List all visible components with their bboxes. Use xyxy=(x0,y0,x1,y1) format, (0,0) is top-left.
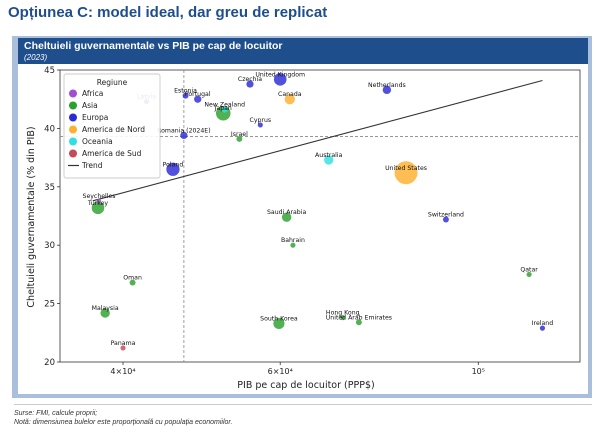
x-tick-label: 6×10⁴ xyxy=(268,367,293,376)
x-tick-label: 4×10⁴ xyxy=(110,367,135,376)
bubble-new-zealand xyxy=(221,106,228,113)
bubble-israel xyxy=(236,135,243,142)
legend-marker xyxy=(69,149,77,158)
legend-entry: Europa xyxy=(82,113,108,122)
chart-subtitle: (2023) xyxy=(24,53,48,62)
point-label: Turkey xyxy=(87,200,108,207)
point-label: Estonia xyxy=(174,88,197,95)
bubble-united-arab-emirates xyxy=(355,319,362,326)
bubble-bahrain xyxy=(290,242,296,248)
legend-entry: Trend xyxy=(81,161,103,170)
legend-marker xyxy=(69,137,77,146)
legend-marker xyxy=(69,125,77,134)
point-label: New Zealand xyxy=(204,102,245,109)
footer-source: Surse: FMI, calcule proprii; xyxy=(14,410,98,417)
point-label: Saudi Arabia xyxy=(267,209,306,216)
point-label: Seychelles xyxy=(83,193,116,200)
y-tick-label: 25 xyxy=(44,300,55,310)
point-label: United Kingdom xyxy=(255,71,305,78)
bubble-south-korea xyxy=(273,317,285,330)
legend-entry: America de Sud xyxy=(82,149,142,158)
bubble-czechia xyxy=(246,80,254,88)
y-axis-label: Cheltuieli guvernamentale (% din PIB) xyxy=(26,126,37,307)
point-label: Czechia xyxy=(238,76,262,83)
point-label: Poland xyxy=(163,161,184,168)
point-label: United States xyxy=(385,165,427,172)
page-title: Opțiunea C: model ideal, dar greu de rep… xyxy=(8,4,328,21)
point-label: Qatar xyxy=(520,266,538,273)
legend-title: Regiune xyxy=(97,78,128,87)
bubble-qatar xyxy=(526,271,532,277)
bubble-portugal xyxy=(194,95,202,103)
bubble-saudi-arabia xyxy=(281,212,292,222)
point-label: Cyprus xyxy=(250,117,272,124)
bubble-oman xyxy=(129,279,136,286)
bubble-united-states xyxy=(394,161,418,185)
bubble-netherlands xyxy=(382,85,392,95)
point-label: Bahrain xyxy=(281,237,305,244)
point-label: Canada xyxy=(278,91,302,98)
y-tick-label: 20 xyxy=(44,358,55,368)
bubble-canada xyxy=(284,94,295,105)
point-label: Ireland xyxy=(532,320,553,327)
bubble-estonia xyxy=(182,92,189,99)
bubble-united-kingdom xyxy=(273,73,287,86)
point-label: Portugal xyxy=(185,91,211,98)
legend-box xyxy=(63,73,161,179)
chart-title: Cheltuieli guvernamentale vs PIB pe cap … xyxy=(24,40,283,52)
y-tick-label: 30 xyxy=(44,241,55,251)
footer-divider xyxy=(14,404,592,405)
bubble-hong-kong xyxy=(340,315,346,321)
bubble-panama xyxy=(120,345,126,351)
bubble-turkey xyxy=(91,201,105,215)
point-label: Oman xyxy=(123,275,142,282)
point-label: Romania (2024E) xyxy=(157,127,211,134)
point-label: Australia xyxy=(315,152,343,159)
legend-entry: Africa xyxy=(82,89,103,98)
bubble-romania-2024e xyxy=(180,131,188,140)
bubble-seychelles xyxy=(96,198,102,203)
bubble-australia xyxy=(324,155,334,165)
y-tick-label: 35 xyxy=(44,183,55,193)
legend-entry: America de Nord xyxy=(82,125,145,134)
legend-entry: Asia xyxy=(82,101,98,110)
trend-line xyxy=(92,79,543,202)
x-tick-label: 10⁵ xyxy=(472,367,485,376)
bubble-cyprus xyxy=(257,122,263,128)
chart-title-banner xyxy=(18,38,588,64)
legend-entry: Oceania xyxy=(82,137,113,146)
point-label: Netherlands xyxy=(368,82,406,89)
point-label: Malaysia xyxy=(92,305,119,312)
point-label: Japan xyxy=(214,105,232,112)
bubble-ireland xyxy=(539,325,546,331)
legend-marker xyxy=(69,89,77,98)
footer-note: Notă: dimensiunea bulelor este proporțio… xyxy=(14,419,233,426)
point-label: South Korea xyxy=(260,315,298,322)
bubble-switzerland xyxy=(442,216,449,223)
footer-notes: Surse: FMI, calcule proprii; Notă: dimen… xyxy=(14,409,232,427)
legend-marker xyxy=(69,101,77,110)
bubble-poland xyxy=(166,162,180,176)
point-label: Switzerland xyxy=(428,212,464,219)
point-label: Panama xyxy=(111,340,136,347)
y-tick-label: 40 xyxy=(44,124,55,134)
legend-marker xyxy=(69,113,77,122)
point-label: United Arab Emirates xyxy=(326,314,392,321)
x-axis-label: PIB pe cap de locuitor (PPP$) xyxy=(237,380,374,391)
point-label: Israel xyxy=(231,131,248,138)
point-label: Hong Kong xyxy=(326,310,360,317)
bubble-malaysia xyxy=(100,308,110,318)
y-tick-label: 45 xyxy=(44,66,55,76)
